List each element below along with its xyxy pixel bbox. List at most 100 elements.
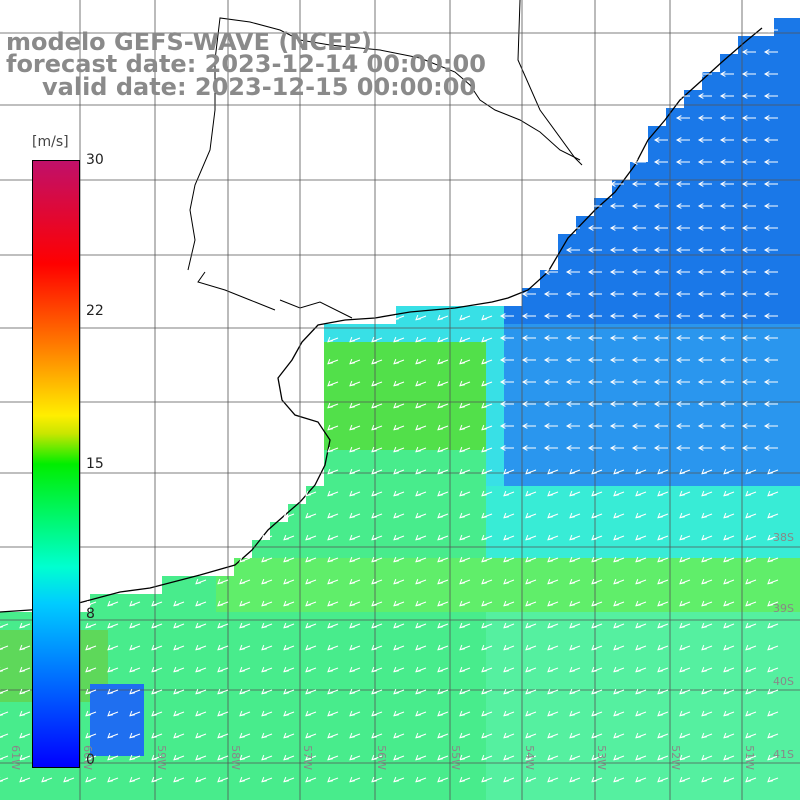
wind-arrow-head	[415, 578, 421, 585]
wind-arrow-head	[635, 490, 641, 497]
wind-arrow-head	[675, 313, 682, 319]
wind-arrow-head	[327, 776, 333, 783]
longitude-label: 53W	[595, 745, 608, 770]
wind-cell	[630, 378, 648, 396]
wind-cell	[288, 558, 306, 576]
wind-cell	[594, 288, 612, 306]
wind-cell	[612, 360, 630, 378]
wind-cell	[396, 684, 414, 702]
wind-cell	[702, 180, 720, 198]
wind-arrow-head	[107, 776, 113, 783]
wind-arrow-head	[591, 644, 597, 651]
wind-arrow-head	[151, 666, 157, 673]
wind-cell	[594, 270, 612, 288]
wind-arrow-head	[459, 578, 465, 585]
wind-arrow-head	[631, 181, 638, 187]
wind-cell	[36, 774, 54, 792]
wind-arrow-head	[327, 556, 333, 563]
wind-cell	[702, 288, 720, 306]
wind-arrow-head	[327, 468, 333, 475]
wind-cell	[684, 702, 702, 720]
wind-cell	[684, 648, 702, 666]
wind-cell	[0, 756, 18, 774]
wind-arrow-head	[697, 379, 704, 385]
wind-cell	[684, 612, 702, 630]
wind-arrow-head	[767, 710, 773, 717]
wind-arrow-head	[239, 622, 245, 629]
wind-cell	[630, 216, 648, 234]
wind-arrow-head	[653, 401, 660, 407]
wind-cell	[324, 774, 342, 792]
wind-cell	[342, 504, 360, 522]
wind-cell	[630, 630, 648, 648]
wind-arrow-head	[19, 666, 25, 673]
wind-cell	[378, 468, 396, 486]
wind-cell	[540, 792, 558, 800]
wind-arrow-head	[305, 688, 311, 695]
wind-cell	[630, 270, 648, 288]
wind-cell	[18, 792, 36, 800]
wind-cell	[486, 630, 504, 648]
wind-cell	[666, 504, 684, 522]
wind-arrow-head	[19, 688, 25, 695]
wind-arrow-head	[305, 556, 311, 563]
wind-cell	[234, 756, 252, 774]
wind-cell	[630, 324, 648, 342]
wind-cell	[630, 252, 648, 270]
wind-cell	[630, 162, 648, 180]
wind-cell	[756, 756, 774, 774]
wind-cell	[558, 774, 576, 792]
wind-cell	[468, 594, 486, 612]
title-line-1: modelo GEFS-WAVE (NCEP)	[6, 28, 372, 56]
wind-cell	[0, 666, 18, 684]
wind-arrow-head	[547, 688, 553, 695]
wind-arrow-head	[609, 335, 616, 341]
wind-cell	[306, 630, 324, 648]
wind-cell	[720, 684, 738, 702]
wind-cell	[198, 576, 216, 594]
wind-cell	[576, 738, 594, 756]
wind-cell	[468, 720, 486, 738]
wind-cell	[612, 648, 630, 666]
wind-arrow-head	[543, 291, 550, 297]
wind-arrow-head	[591, 512, 597, 519]
wind-cell	[0, 720, 18, 738]
wind-arrow-head	[635, 754, 641, 761]
wind-cell	[720, 702, 738, 720]
wind-cell	[774, 72, 792, 90]
wind-arrow	[0, 777, 9, 782]
wind-cell	[486, 792, 504, 800]
wind-arrow-head	[679, 666, 685, 673]
wind-arrow-head	[543, 313, 550, 319]
wind-cell	[630, 774, 648, 792]
wind-cell	[738, 738, 756, 756]
wind-arrow-head	[85, 710, 91, 717]
wind-cell	[378, 360, 396, 378]
wind-cell	[198, 684, 216, 702]
wind-cell	[612, 450, 630, 468]
wind-cell	[522, 432, 540, 450]
wind-cell	[666, 558, 684, 576]
wind-cell	[414, 378, 432, 396]
wind-arrow-head	[261, 556, 267, 563]
wind-cell	[540, 630, 558, 648]
wind-arrow-head	[459, 732, 465, 739]
wind-cell	[666, 216, 684, 234]
wind-cell	[720, 756, 738, 774]
wind-arrow-head	[41, 776, 47, 783]
wind-cell	[684, 450, 702, 468]
wind-arrow-head	[349, 336, 355, 343]
wind-cell	[252, 666, 270, 684]
wind-cell	[396, 720, 414, 738]
wind-cell	[756, 666, 774, 684]
wind-cell	[432, 432, 450, 450]
wind-cell	[720, 612, 738, 630]
wind-arrow-head	[437, 776, 443, 783]
wind-arrow-head	[327, 446, 333, 453]
wind-cell	[18, 630, 36, 648]
wind-cell	[0, 630, 18, 648]
wind-arrow-head	[613, 732, 619, 739]
wind-cell	[108, 702, 126, 720]
wind-cell	[360, 684, 378, 702]
wind-cell	[774, 234, 792, 252]
